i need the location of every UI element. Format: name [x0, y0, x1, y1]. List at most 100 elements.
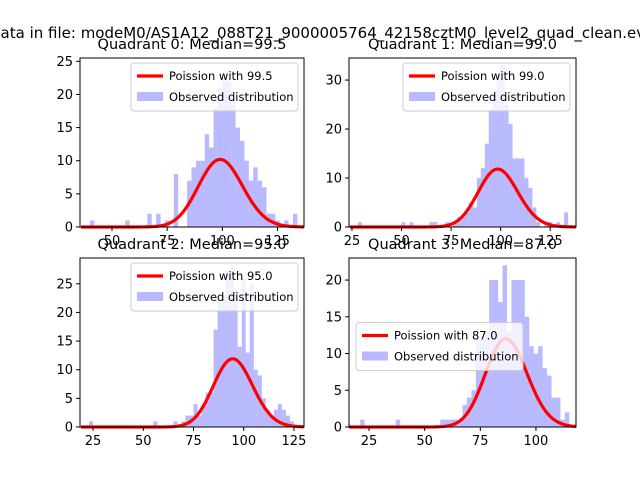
histogram-bar — [270, 213, 276, 227]
x-tick-label: 75 — [472, 434, 489, 449]
axes-frame — [79, 57, 305, 228]
legend-box — [355, 322, 524, 371]
legend-box — [130, 62, 299, 112]
histogram-bar — [217, 87, 223, 227]
y-tick-label: 10 — [325, 347, 342, 362]
histogram-bar — [204, 134, 210, 227]
histogram-bar — [185, 415, 190, 427]
legend-bar-swatch — [409, 92, 435, 101]
x-tick-label: 50 — [416, 434, 433, 449]
legend-label-poisson: Poission with 99.0 — [441, 69, 545, 83]
histogram-bar — [195, 160, 201, 227]
chart-title: Quadrant 1: Median=99.0 — [368, 37, 557, 53]
histogram-bar — [253, 167, 258, 227]
histogram-bar — [395, 419, 401, 427]
legend-label-poisson: Poission with 87.0 — [394, 329, 498, 343]
histogram-bar — [471, 390, 476, 427]
histogram-bar — [292, 213, 298, 227]
histogram-bar — [453, 222, 458, 227]
y-tick-label: 5 — [65, 392, 73, 407]
x-tick-label: 50 — [393, 234, 410, 249]
y-tick-label: 10 — [325, 172, 342, 187]
x-tick-label: 100 — [488, 234, 513, 249]
histogram-bar — [520, 158, 525, 227]
histogram-bar — [564, 412, 570, 427]
histogram-bar — [197, 415, 202, 427]
histogram-bar — [461, 217, 465, 227]
histogram-bar — [542, 368, 548, 427]
y-tick-label: 20 — [56, 88, 73, 103]
y-tick-label: 5 — [334, 384, 342, 399]
histogram-bar — [262, 187, 267, 227]
y-tick-label: 25 — [56, 55, 73, 70]
histogram-bar — [409, 222, 414, 227]
histogram-bar — [538, 346, 543, 427]
legend-bar-swatch — [137, 292, 163, 301]
histogram-bar — [556, 222, 561, 227]
histogram-bar — [533, 353, 539, 427]
histogram-bar — [457, 217, 462, 227]
histogram-bar — [200, 160, 205, 227]
histogram-bar — [213, 107, 218, 227]
x-tick-label: 100 — [210, 234, 235, 249]
histogram-bar — [289, 421, 294, 427]
histogram-bar — [89, 220, 95, 227]
histogram-bar — [222, 74, 227, 227]
figure-title: Data in file: modeM0/AS1A12_088T21_90000… — [0, 24, 640, 43]
histogram-bar — [449, 419, 454, 427]
x-tick-label: 75 — [159, 234, 176, 249]
histogram-bar — [484, 143, 489, 227]
histogram-bar — [281, 409, 286, 427]
histogram-bar — [464, 212, 469, 227]
histogram-bar — [205, 392, 210, 427]
histogram-bar — [468, 202, 473, 227]
y-tick-label: 0 — [334, 421, 342, 436]
legend-label-observed: Observed distribution — [169, 290, 294, 304]
legend: Poission with 95.0 Observed distribution — [130, 262, 299, 312]
histogram-bar — [253, 369, 258, 427]
chart-panel-3: 25 50 75 100 0 5 10 15 20 Quadrant 3: Median=87.0… — [325, 237, 577, 449]
histogram-bar — [269, 415, 274, 427]
histogram-bar — [284, 220, 289, 227]
chart-title: Quadrant 3: Median=87.0 — [368, 237, 557, 253]
histogram-bar — [89, 421, 94, 427]
x-tick-label: 25 — [85, 434, 102, 449]
legend-box — [130, 262, 299, 312]
histogram-bar — [173, 421, 178, 427]
legend-label-poisson: Poission with 95.0 — [169, 269, 273, 283]
histogram-bar — [249, 283, 254, 427]
x-tick-label: 75 — [185, 434, 202, 449]
histogram-bar — [147, 213, 152, 227]
histogram-bar — [496, 75, 501, 227]
histogram-bar — [433, 222, 438, 227]
x-tick-label: 125 — [538, 234, 563, 249]
y-tick-label: 30 — [325, 74, 342, 89]
histogram-bar — [173, 173, 179, 227]
chart-title: Quadrant 2: Median=95.0 — [98, 237, 287, 253]
histogram-bar — [248, 180, 254, 227]
y-tick-label: 20 — [56, 306, 73, 321]
legend-bar-swatch — [362, 351, 388, 361]
legend-label-observed: Observed distribution — [169, 90, 294, 104]
histogram-bar — [500, 65, 505, 227]
histogram-bar — [360, 419, 365, 427]
histogram-bar — [476, 178, 481, 227]
histogram-bar — [221, 295, 226, 427]
histogram-bar — [536, 222, 541, 227]
histogram-bar — [524, 178, 529, 227]
histogram-bar — [153, 421, 158, 427]
y-tick-label: 10 — [56, 154, 73, 169]
histogram-bar — [444, 419, 450, 427]
chart-panel-0: 50 75 100 125 0 5 10 15 20 25 Quadrant 0: Median=9… — [56, 37, 305, 249]
histogram-bar — [504, 104, 509, 227]
histogram-bar — [237, 346, 242, 427]
histogram-bar — [277, 404, 282, 427]
x-tick-label: 50 — [135, 434, 152, 449]
histogram-bar — [245, 352, 250, 427]
x-tick-label: 50 — [104, 234, 121, 249]
histogram-bar — [564, 212, 569, 227]
histogram-bar — [528, 187, 533, 227]
histogram-bar — [401, 222, 406, 227]
